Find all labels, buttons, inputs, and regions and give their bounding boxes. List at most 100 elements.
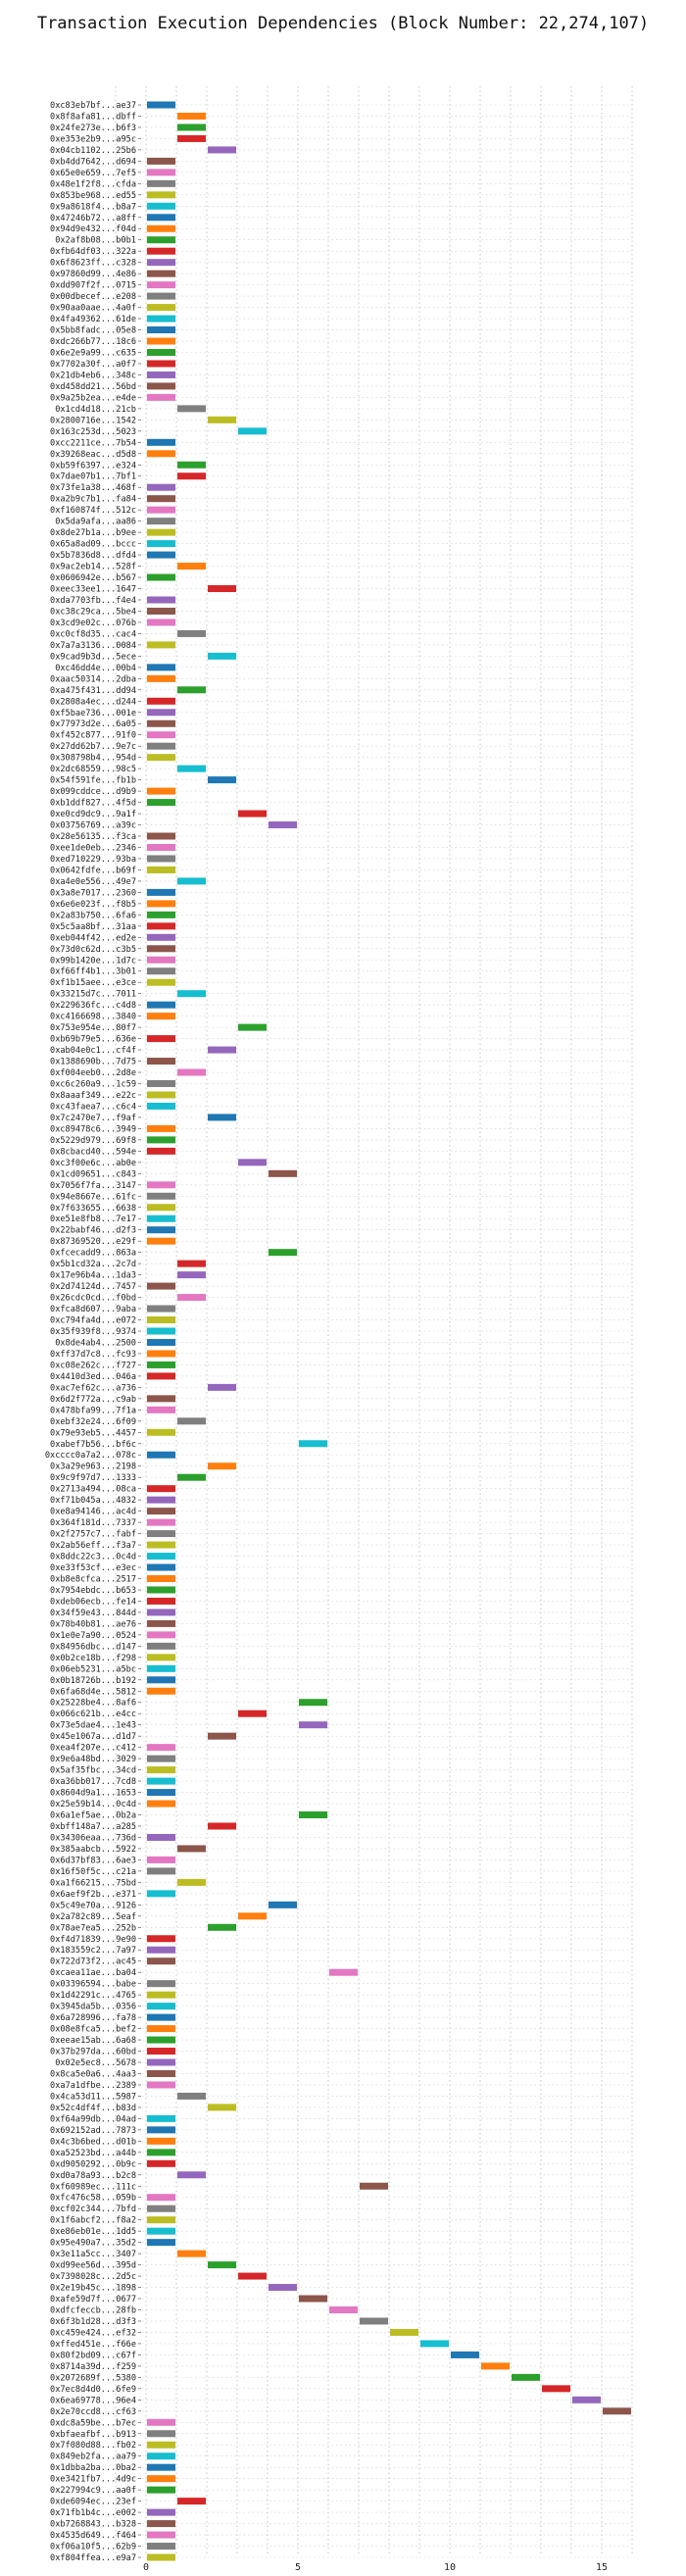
y-tick-label: 0x4c3b6bed...d01b	[50, 2137, 136, 2147]
bar	[147, 438, 175, 446]
bar	[147, 1586, 175, 1594]
y-tick-label: 0x7702a30f...a0f7	[50, 360, 136, 370]
bar	[147, 2430, 175, 2438]
bar	[208, 416, 236, 423]
y-tick-label: 0xe33f53cf...e3ec	[50, 1563, 136, 1573]
bar	[147, 697, 175, 705]
y-tick-label: 0x99b1420e...1d7c	[50, 956, 136, 966]
bar	[147, 1124, 175, 1132]
bar	[177, 563, 206, 570]
y-tick-label: 0xc46dd4e...00b4	[55, 664, 136, 673]
y-tick-label: 0xc6c260a9...1c59	[50, 1080, 136, 1090]
y-tick-label: 0x6e6e023f...f8b5	[50, 900, 136, 910]
bar	[147, 179, 175, 187]
bar	[177, 2092, 206, 2100]
bar	[147, 393, 175, 401]
bar	[177, 877, 206, 885]
y-tick-label: 0x2a83b750...6fa6	[50, 911, 136, 920]
y-tick-label: 0xbff148a7...a285	[50, 1822, 136, 1832]
bar	[147, 945, 175, 953]
y-tick-label: 0x78b40b81...ae76	[50, 1619, 136, 1629]
y-tick-label: 0x84956dbc...d147	[50, 1642, 136, 1652]
bar	[147, 382, 175, 390]
y-tick-label: 0x5229d979...69f8	[50, 1136, 136, 1146]
bar	[208, 1114, 236, 1121]
y-tick-label: 0x2a782c89...5eaf	[50, 1912, 136, 1922]
bar	[147, 169, 175, 176]
y-tick-label: 0x7056f7fa...3147	[50, 1181, 136, 1191]
y-tick-label: 0xda7703fb...f4e4	[50, 596, 136, 606]
bar	[147, 787, 175, 795]
bar	[147, 2543, 175, 2551]
bar	[390, 2328, 418, 2336]
bar	[147, 2216, 175, 2224]
y-tick-label: 0xea4f207e...c412	[50, 1744, 136, 1754]
bar	[147, 259, 175, 267]
y-tick-label: 0x34f59e43...844d	[50, 1609, 136, 1618]
y-tick-label: 0xdc266b77...18c6	[50, 337, 136, 347]
chart-title: Transaction Execution Dependencies (Bloc…	[36, 14, 650, 33]
bar	[208, 1732, 236, 1740]
y-tick-label: 0x229636fc...c4d8	[50, 1001, 136, 1011]
bar	[360, 2317, 388, 2325]
y-tick-label: 0xff37d7c8...fc93	[50, 1350, 136, 1360]
bar	[147, 2227, 175, 2235]
bar	[147, 2048, 175, 2056]
y-tick-label: 0xe3421fb7...4d9c	[50, 2475, 136, 2485]
bar	[299, 1721, 327, 1729]
y-tick-label: 0x1388690b...7d75	[50, 1058, 136, 1067]
y-tick-label: 0x4fa49362...61de	[50, 315, 136, 324]
y-tick-label: 0x2808a4ec...d244	[50, 697, 136, 707]
bar	[147, 1001, 175, 1009]
y-tick-label: 0xe86eb01e...1dd5	[50, 2227, 136, 2237]
y-tick-label: 0xe51e8fb8...7e17	[50, 1214, 136, 1224]
bar	[147, 551, 175, 559]
y-tick-label: 0xc43faea7...c6c4	[50, 1102, 136, 1112]
y-tick-label: 0xfcecadd9...863a	[50, 1249, 136, 1259]
bar	[147, 1372, 175, 1380]
bar	[147, 922, 175, 930]
y-tick-label: 0xb4dd7642...d694	[50, 157, 136, 167]
bar	[147, 1013, 175, 1020]
bar	[147, 1406, 175, 1413]
y-tick-label: 0xe8a94146...ac4d	[50, 1508, 136, 1517]
bar	[208, 1383, 236, 1391]
bar	[177, 405, 206, 413]
bar	[147, 1833, 175, 1841]
bar	[147, 911, 175, 918]
bar	[177, 134, 206, 142]
bar	[147, 1091, 175, 1099]
bar	[208, 1046, 236, 1054]
y-tick-label: 0xeb044f42...ed2e	[50, 933, 136, 943]
bar	[147, 247, 175, 255]
y-tick-label: 0x47246b72...a8ff	[50, 214, 136, 223]
y-tick-label: 0x8cbacd40...594e	[50, 1147, 136, 1157]
y-tick-label: 0x2e19b45c...1898	[50, 2284, 136, 2294]
y-tick-label: 0x80f2bd09...c67f	[50, 2351, 136, 2360]
y-tick-label: 0xd9050292...0b9c	[50, 2159, 136, 2169]
y-tick-label: 0x2ab56eff...f3a7	[50, 1541, 136, 1551]
y-tick-label: 0xa475f431...dd94	[50, 686, 136, 696]
bar	[147, 2036, 175, 2044]
bar	[147, 281, 175, 289]
bar	[147, 2126, 175, 2134]
y-tick-label: 0xfc476c58...059b	[50, 2194, 136, 2204]
bar	[147, 2463, 175, 2471]
y-tick-label: 0x73fe1a38...468f	[50, 483, 136, 493]
bar	[542, 2385, 570, 2393]
y-tick-label: 0x17e96b4a...1da3	[50, 1271, 136, 1281]
bar	[177, 1473, 206, 1481]
bar	[147, 866, 175, 873]
bar	[147, 1980, 175, 1988]
bar	[512, 2373, 540, 2381]
bar	[147, 1856, 175, 1863]
bar	[147, 304, 175, 312]
y-tick-label: 0x34306eaa...736d	[50, 1833, 136, 1843]
bar	[147, 326, 175, 334]
y-tick-label: 0x753e954e...80f7	[50, 1023, 136, 1033]
y-tick-label: 0xb8e8cfca...2517	[50, 1574, 136, 1584]
y-tick-label: 0x08e8fca5...bef2	[50, 2025, 136, 2035]
bar	[177, 1878, 206, 1886]
bar	[147, 2137, 175, 2145]
